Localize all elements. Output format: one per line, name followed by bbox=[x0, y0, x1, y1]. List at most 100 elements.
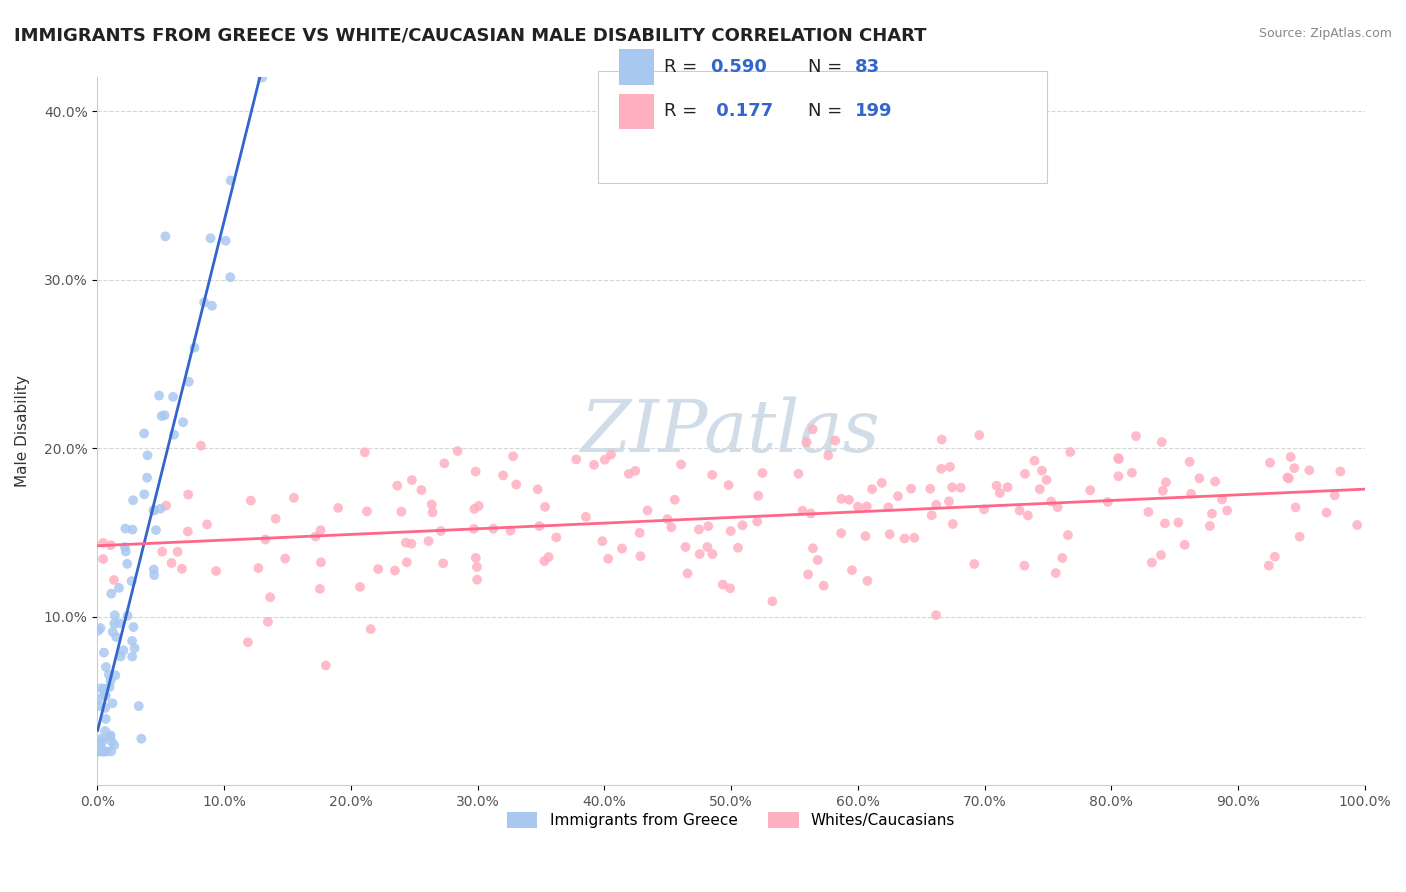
Point bbox=[463, 501, 485, 516]
Point bbox=[91, 744, 114, 758]
Text: N =: N = bbox=[808, 103, 848, 120]
Point bbox=[824, 434, 846, 448]
Point bbox=[90, 731, 112, 746]
Point bbox=[600, 448, 623, 462]
Point bbox=[702, 467, 724, 482]
Point bbox=[856, 500, 879, 514]
Point bbox=[195, 517, 218, 532]
Point bbox=[761, 594, 783, 608]
Point bbox=[939, 459, 962, 474]
Point bbox=[153, 409, 176, 423]
Point bbox=[1154, 516, 1177, 531]
Point bbox=[170, 562, 193, 576]
Point bbox=[97, 667, 120, 681]
Point bbox=[929, 462, 952, 476]
Point bbox=[122, 620, 145, 634]
Point bbox=[817, 449, 839, 463]
Point bbox=[96, 744, 118, 758]
Point bbox=[988, 486, 1011, 500]
Point bbox=[505, 477, 527, 491]
Point bbox=[792, 504, 814, 518]
Point bbox=[254, 533, 277, 547]
Point bbox=[315, 658, 337, 673]
Point bbox=[142, 503, 165, 517]
Point bbox=[100, 674, 122, 689]
Point bbox=[688, 523, 710, 537]
Point bbox=[537, 549, 560, 564]
Point bbox=[104, 668, 127, 682]
Point bbox=[565, 452, 588, 467]
Point bbox=[160, 556, 183, 570]
Point bbox=[801, 541, 824, 556]
Point bbox=[1298, 463, 1320, 477]
Point bbox=[1204, 475, 1226, 489]
Point bbox=[877, 500, 900, 515]
Point bbox=[121, 523, 143, 537]
Point bbox=[100, 744, 122, 758]
Point bbox=[593, 452, 616, 467]
Point bbox=[264, 512, 287, 526]
Text: R =: R = bbox=[664, 58, 703, 76]
Point bbox=[1059, 445, 1081, 459]
Point bbox=[465, 573, 488, 587]
Point bbox=[411, 483, 433, 497]
Point bbox=[1315, 506, 1337, 520]
Point bbox=[104, 608, 127, 623]
Point bbox=[177, 487, 200, 501]
Point bbox=[193, 295, 215, 310]
Point bbox=[149, 501, 172, 516]
Point bbox=[433, 456, 456, 470]
Point bbox=[718, 581, 741, 595]
Point bbox=[870, 475, 893, 490]
Point bbox=[150, 544, 173, 558]
Point bbox=[89, 621, 111, 635]
Point bbox=[534, 500, 557, 514]
Point bbox=[128, 699, 150, 714]
Point bbox=[1046, 500, 1069, 515]
Point bbox=[142, 503, 165, 517]
Point bbox=[252, 70, 274, 85]
Point bbox=[367, 562, 389, 576]
Point bbox=[830, 526, 852, 541]
Point bbox=[1150, 548, 1173, 562]
Point bbox=[997, 480, 1019, 494]
Point bbox=[846, 500, 869, 514]
Point bbox=[591, 534, 613, 549]
Point bbox=[1052, 551, 1074, 566]
Point bbox=[502, 450, 524, 464]
Point bbox=[1329, 465, 1351, 479]
Point bbox=[1137, 505, 1160, 519]
Point bbox=[689, 547, 711, 561]
Point bbox=[114, 544, 136, 558]
Point bbox=[94, 660, 117, 674]
Point bbox=[731, 518, 754, 533]
Point bbox=[114, 540, 136, 554]
Point bbox=[430, 524, 453, 538]
Point bbox=[1014, 467, 1036, 481]
Text: Source: ZipAtlas.com: Source: ZipAtlas.com bbox=[1258, 27, 1392, 40]
Point bbox=[986, 479, 1008, 493]
Point bbox=[1014, 558, 1036, 573]
Text: ZIPatlas: ZIPatlas bbox=[581, 396, 882, 467]
Point bbox=[482, 522, 505, 536]
Point bbox=[920, 482, 942, 496]
Point bbox=[938, 494, 960, 508]
Point bbox=[1201, 507, 1223, 521]
Point bbox=[893, 532, 915, 546]
Point bbox=[813, 579, 835, 593]
Point bbox=[236, 635, 259, 649]
Point bbox=[420, 498, 443, 512]
Point bbox=[115, 557, 138, 571]
Point bbox=[214, 234, 236, 248]
Point bbox=[830, 491, 852, 506]
Point bbox=[283, 491, 305, 505]
Point bbox=[796, 435, 818, 450]
Point bbox=[446, 444, 468, 458]
Point bbox=[395, 555, 418, 569]
Point bbox=[838, 492, 860, 507]
Point bbox=[89, 744, 111, 758]
Point bbox=[353, 445, 375, 459]
Point bbox=[1279, 450, 1302, 464]
Point bbox=[219, 270, 242, 285]
Point bbox=[949, 481, 972, 495]
